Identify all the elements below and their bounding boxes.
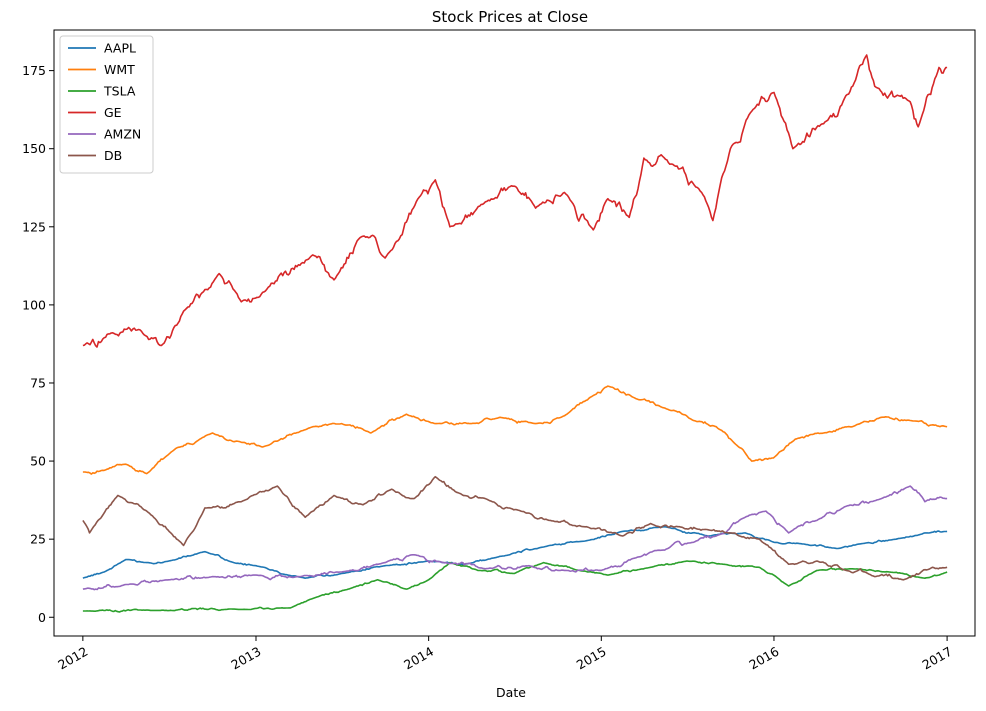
series-line-tsla bbox=[82, 560, 948, 613]
chart-title: Stock Prices at Close bbox=[432, 8, 588, 26]
legend-label-wmt: WMT bbox=[104, 62, 135, 77]
legend-label-amzn: AMZN bbox=[104, 127, 141, 142]
legend-label-db: DB bbox=[104, 148, 122, 163]
plot-area bbox=[53, 29, 976, 637]
axes-frame bbox=[53, 29, 976, 637]
series-line-db bbox=[82, 475, 948, 581]
series-line-wmt bbox=[82, 385, 948, 475]
series-line-ge bbox=[82, 54, 948, 348]
legend-label-aapl: AAPL bbox=[104, 41, 136, 56]
legend: AAPL WMT TSLA GE AMZN DB bbox=[59, 35, 154, 174]
legend-label-tsla: TSLA bbox=[103, 84, 136, 99]
legend-label-ge: GE bbox=[104, 105, 122, 120]
series-line-aapl bbox=[82, 525, 948, 579]
lines-layer bbox=[82, 54, 948, 613]
y-tick-label: 25 bbox=[30, 532, 46, 547]
y-axis: 0 25 50 75 100 125 150 175 bbox=[22, 63, 54, 625]
y-tick-label: 100 bbox=[22, 297, 46, 312]
y-tick-label: 125 bbox=[22, 219, 46, 234]
series-line-amzn bbox=[82, 485, 948, 591]
x-axis-label: Date bbox=[496, 685, 526, 700]
y-tick-label: 75 bbox=[30, 375, 46, 390]
y-tick-label: 0 bbox=[38, 610, 46, 625]
y-tick-label: 50 bbox=[30, 454, 46, 469]
y-tick-label: 175 bbox=[22, 63, 46, 78]
y-tick-label: 150 bbox=[22, 141, 46, 156]
